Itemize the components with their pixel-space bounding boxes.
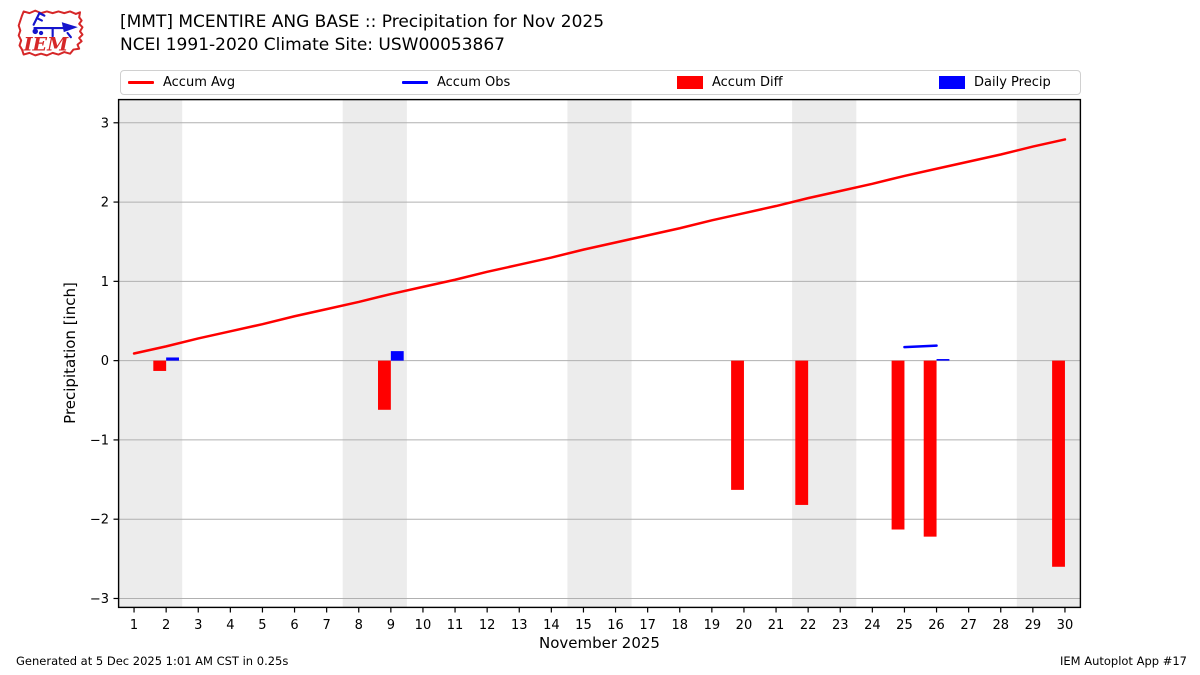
y-tick-label: 0 — [101, 354, 109, 369]
bar-daily-precip — [390, 351, 404, 361]
y-tick-label: −1 — [90, 433, 109, 448]
x-tick-label: 6 — [290, 618, 298, 633]
weekend-band — [1016, 99, 1081, 608]
x-tick-label: 12 — [479, 618, 496, 633]
legend-item-accum-avg: Accum Avg — [128, 71, 235, 94]
legend-label: Accum Obs — [437, 75, 511, 90]
x-tick-label: 27 — [960, 618, 977, 633]
iem-logo: IEM — [17, 9, 84, 57]
bar-accum-diff — [923, 360, 937, 537]
x-tick-label: 24 — [864, 618, 881, 633]
x-tick-label: 17 — [639, 618, 656, 633]
plot-canvas: 1 2 3 4 5 6 7 8 9 10 11 12 13 14 15 16 17 18 19 20 21 22 23 24 2… — [90, 98, 1082, 633]
x-tick-label: 13 — [511, 618, 528, 633]
x-tick-label: 4 — [226, 618, 234, 633]
x-tick-label: 9 — [387, 618, 395, 633]
legend-item-accum-obs: Accum Obs — [402, 71, 510, 94]
legend-item-daily-precip: Daily Precip — [939, 71, 1051, 94]
bar-accum-diff — [1052, 360, 1065, 567]
legend-swatch-icon — [677, 76, 703, 89]
x-tick-label: 21 — [768, 618, 785, 633]
bar-accum-diff — [378, 360, 391, 410]
weekend-band — [792, 99, 857, 608]
chart-title-block: [MMT] MCENTIRE ANG BASE :: Precipitation… — [120, 11, 604, 57]
x-tick-label: 29 — [1025, 618, 1042, 633]
legend-label: Daily Precip — [974, 75, 1051, 90]
weekend-band — [567, 99, 632, 608]
bar-daily-precip — [166, 357, 179, 361]
bar-accum-diff — [795, 360, 809, 505]
x-tick-label: 8 — [355, 618, 363, 633]
legend-label: Accum Avg — [163, 75, 236, 90]
y-tick-label: −2 — [90, 513, 109, 528]
iem-logo-text: IEM — [23, 33, 69, 55]
y-tick-label: 2 — [101, 196, 109, 211]
x-tick-label: 18 — [671, 618, 688, 633]
x-tick-label: 20 — [736, 618, 753, 633]
x-tick-label: 16 — [607, 618, 624, 633]
x-tick-label: 25 — [896, 618, 913, 633]
bar-accum-diff — [153, 360, 167, 371]
generated-timestamp: Generated at 5 Dec 2025 1:01 AM CST in 0… — [16, 654, 289, 668]
legend-swatch-icon — [939, 76, 965, 89]
legend-swatch-icon — [128, 81, 154, 84]
line-accum-obs — [903, 344, 938, 349]
legend-item-accum-diff: Accum Diff — [677, 71, 783, 94]
x-tick-label: 28 — [992, 618, 1009, 633]
y-tick-label: 1 — [101, 275, 109, 290]
x-tick-label: 7 — [323, 618, 331, 633]
x-tick-label: 1 — [130, 618, 138, 633]
weather-vane-icon — [32, 12, 78, 39]
x-tick-label: 23 — [832, 618, 849, 633]
x-tick-label: 26 — [928, 618, 945, 633]
line-accum-avg — [132, 138, 1067, 355]
plot-area: 1 2 3 4 5 6 7 8 9 10 11 12 13 14 15 16 17 18 19 20 21 22 23 24 2… — [90, 98, 1082, 633]
x-tick-label: 5 — [258, 618, 266, 633]
legend-label: Accum Diff — [712, 75, 783, 90]
chart-legend: Accum Avg Accum Obs Accum Diff Daily Precip — [120, 70, 1081, 95]
chart-title: [MMT] MCENTIRE ANG BASE :: Precipitation… — [120, 12, 605, 32]
plot-border — [117, 98, 1082, 609]
bar-accum-diff — [891, 360, 905, 530]
y-tick-label: −3 — [90, 592, 109, 607]
bar-daily-precip — [936, 359, 950, 361]
x-tick-label: 10 — [415, 618, 432, 633]
legend-swatch-icon — [402, 81, 428, 84]
x-tick-label: 22 — [800, 618, 817, 633]
x-axis-label: November 2025 — [539, 634, 660, 652]
bar-accum-diff — [731, 360, 744, 490]
x-tick-label: 11 — [447, 618, 464, 633]
x-tick-label: 3 — [194, 618, 202, 633]
app-credit: IEM Autoplot App #17 — [1059, 654, 1187, 668]
x-tick-label: 19 — [704, 618, 721, 633]
x-tick-label: 2 — [162, 618, 170, 633]
y-tick-label: 3 — [101, 116, 109, 131]
chart-subtitle: NCEI 1991-2020 Climate Site: USW00053867 — [120, 35, 505, 55]
x-tick-label: 15 — [575, 618, 592, 633]
weekend-band — [118, 99, 183, 608]
y-axis-label: Precipitation [inch] — [61, 282, 79, 424]
x-tick-label: 14 — [543, 618, 560, 633]
x-tick-label: 30 — [1057, 618, 1074, 633]
